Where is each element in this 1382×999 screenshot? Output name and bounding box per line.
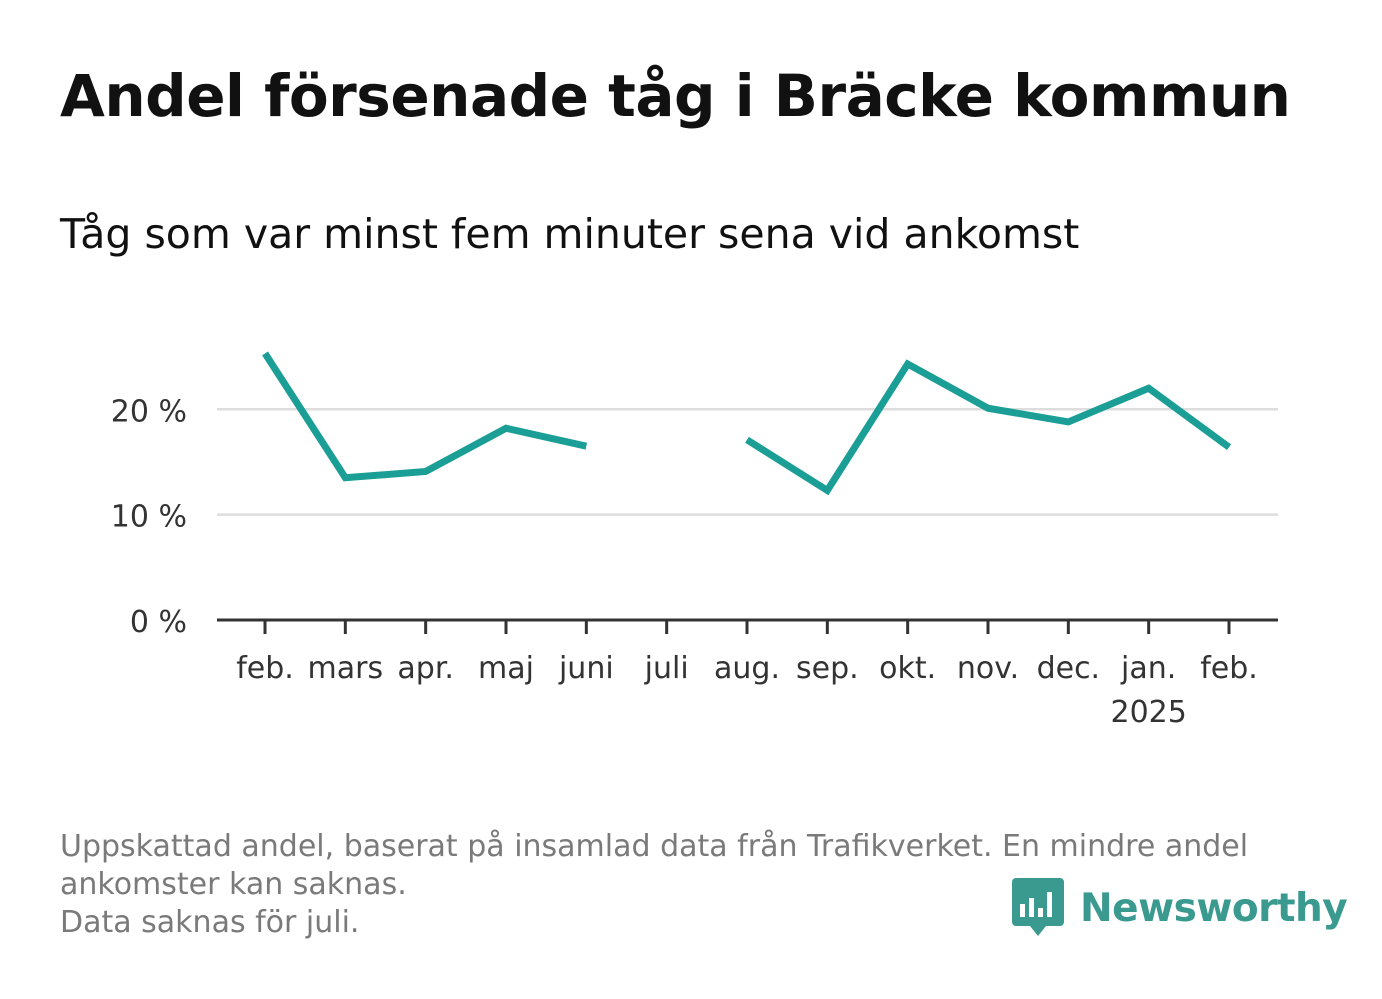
x-tick-label: apr. [397, 651, 454, 686]
x-tick-label: aug. [714, 651, 780, 686]
series-line [745, 359, 1232, 496]
brand-name: Newsworthy [1080, 885, 1348, 931]
chart-subtitle: Tåg som var minst fem minuter sena vid a… [60, 210, 1080, 258]
x-tick-label: juli [644, 651, 689, 686]
footnote-line: Uppskattad andel, baserat på insamlad da… [60, 829, 1249, 864]
x-year-label: 2025 [1110, 695, 1186, 730]
newsworthy-logo-icon [1012, 878, 1064, 936]
footnote: Uppskattad andel, baserat på insamlad da… [60, 828, 1330, 942]
y-tick-label: 10 % [111, 500, 187, 535]
x-tick-label: nov. [957, 651, 1019, 686]
y-tick-label: 0 % [130, 605, 187, 640]
x-tick-label: feb. [1200, 651, 1258, 686]
footnote-line: ankomster kan saknas. [60, 867, 407, 902]
x-tick-label: dec. [1037, 651, 1101, 686]
x-tick-label: juni [558, 651, 614, 686]
x-tick-label: okt. [879, 651, 936, 686]
x-tick-label: sep. [796, 651, 859, 686]
footnote-line: Data saknas för juli. [60, 905, 360, 940]
y-tick-label: 20 % [111, 394, 187, 429]
x-tick-label: maj [478, 651, 534, 686]
x-tick-label: mars [308, 651, 384, 686]
x-tick-label: feb. [236, 651, 294, 686]
x-tick-label: jan. [1120, 651, 1176, 686]
newsworthy-logo[interactable]: Newsworthy [1010, 876, 1348, 940]
series-line [262, 351, 588, 482]
chart-title: Andel försenade tåg i Bräcke kommun [60, 62, 1291, 130]
